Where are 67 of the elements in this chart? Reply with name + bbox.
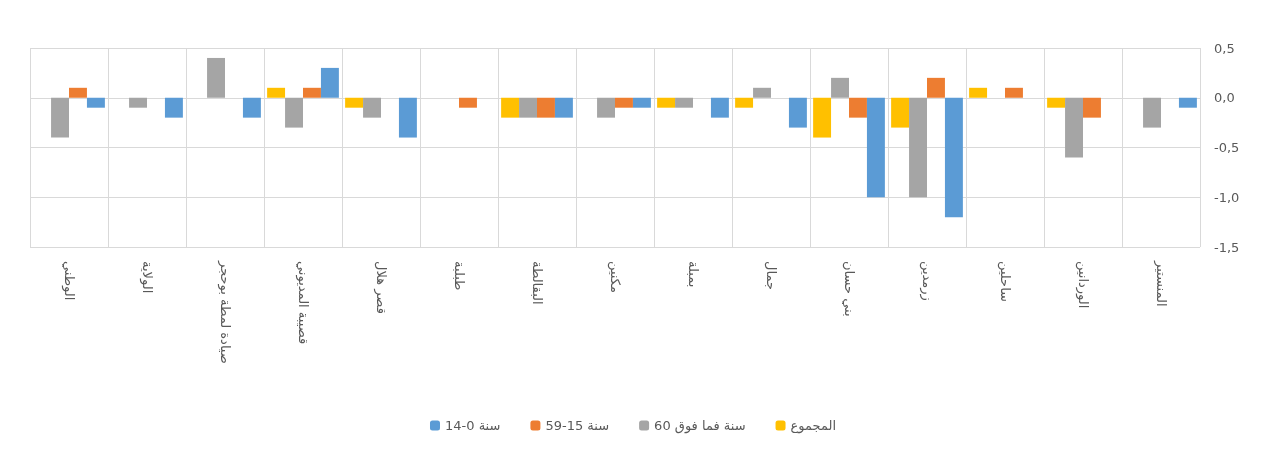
- x-tick-label: البقالطة: [529, 261, 545, 305]
- bar: [303, 87, 321, 98]
- bar: [849, 97, 867, 118]
- bar: [164, 97, 183, 118]
- bar: [554, 97, 573, 118]
- x-tick-label: قصر هلال: [372, 261, 389, 314]
- bar: [207, 57, 225, 98]
- bar: [398, 97, 417, 138]
- x-tick-label: صيادة لمطة بوحجر: [216, 260, 233, 364]
- x-tick-label: مكنين: [606, 261, 623, 293]
- bar: [501, 97, 520, 118]
- bar: [320, 67, 339, 98]
- x-tick-label: طبلبة: [451, 261, 467, 291]
- x-tick-label: المنستير: [1152, 260, 1169, 307]
- bar: [1178, 97, 1197, 108]
- bar: [615, 97, 633, 108]
- bar: [891, 97, 910, 128]
- legend-label: 14-0 سنة: [444, 418, 501, 433]
- bar: [267, 87, 286, 98]
- y-tick-label: 0,5: [1214, 40, 1235, 56]
- x-tick-label: الوردانين: [1074, 261, 1091, 309]
- y-tick-label: -1,0: [1214, 189, 1240, 205]
- bar: [710, 97, 729, 118]
- bar: [129, 97, 147, 108]
- x-tick-label: بمبلة: [685, 261, 701, 288]
- x-tick-label: الولاية: [138, 261, 155, 294]
- bar: [675, 97, 693, 108]
- bar: [1047, 97, 1066, 108]
- bar: [831, 77, 849, 98]
- bar: [69, 87, 87, 98]
- bar: [51, 97, 69, 138]
- bar: [632, 97, 651, 108]
- bar: [363, 97, 381, 118]
- bar: [753, 87, 771, 98]
- bar: [459, 97, 477, 108]
- bar: [1143, 97, 1161, 128]
- bar: [86, 97, 105, 108]
- legend-label: المجموع: [790, 418, 837, 434]
- legend-label: 59-15 سنة: [545, 418, 610, 433]
- bar: [285, 97, 303, 128]
- bar: [242, 97, 261, 118]
- bar: [909, 97, 927, 198]
- x-tick-label: زرمدين: [918, 261, 935, 301]
- x-tick-label: ساحلين: [996, 261, 1013, 303]
- x-tick-label: بني حسان: [841, 261, 857, 317]
- bar: [944, 97, 963, 218]
- x-tick-label: قصيبة المديوني: [294, 261, 311, 345]
- bar: [866, 97, 885, 198]
- bar: [519, 97, 537, 118]
- bar: [597, 97, 615, 118]
- bar: [345, 97, 364, 108]
- bar: [927, 77, 945, 98]
- bar: [537, 97, 555, 118]
- bar: [788, 97, 807, 128]
- bar: [1083, 97, 1101, 118]
- legend-label: 60 سنة فما فوق: [654, 418, 746, 434]
- x-tick-label: الوطني: [60, 261, 77, 301]
- bar: [969, 87, 988, 98]
- y-tick-label: -0,5: [1214, 140, 1240, 155]
- bar: [1005, 87, 1023, 98]
- bar: [735, 97, 754, 108]
- bar: [657, 97, 676, 108]
- y-tick-label: -1,5: [1214, 239, 1240, 255]
- x-tick-label: جمال: [763, 261, 779, 290]
- bar: [813, 97, 832, 138]
- y-tick-label: 0,0: [1214, 90, 1235, 106]
- bar: [1065, 97, 1083, 158]
